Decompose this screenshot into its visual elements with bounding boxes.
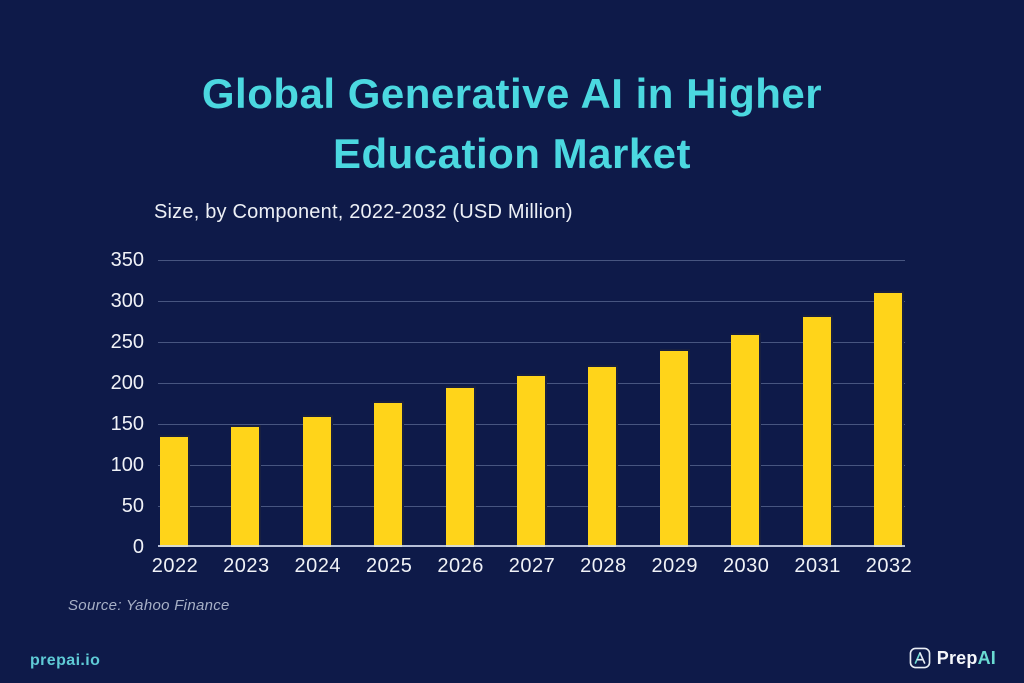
- gridline: [158, 301, 905, 302]
- gridline: [158, 342, 905, 343]
- bar-2027: [517, 373, 547, 547]
- x-axis-tick-label: 2024: [294, 555, 342, 577]
- x-axis-tick-label: 2028: [580, 555, 627, 577]
- source-note: Source: Yahoo Finance: [68, 597, 230, 614]
- chart-title-line1: Global Generative AI in Higher: [201, 70, 823, 117]
- x-axis-line: [158, 545, 905, 547]
- y-axis-tick-label: 0: [132, 536, 144, 558]
- bar-2032: [874, 291, 904, 547]
- y-axis-tick-label: 300: [110, 290, 144, 312]
- plot-area: 0 50 100 150 200 250 300 350 2022 2023 2024 2025 202…: [111, 249, 912, 577]
- site-url: prepai.io: [30, 652, 101, 669]
- x-axis-tick-label: 2032: [865, 555, 913, 577]
- bar-2022: [160, 434, 190, 547]
- bar-2029: [659, 348, 690, 547]
- bar-2024: [302, 414, 333, 547]
- y-axis-tick-label: 50: [121, 495, 144, 517]
- x-axis-tick-label: 2025: [365, 555, 413, 577]
- x-axis-tick-label: 2030: [722, 555, 770, 577]
- gridline: [158, 260, 905, 261]
- bar-2028: [588, 364, 619, 547]
- y-axis-tick-label: 100: [110, 454, 144, 476]
- brand-logo: PrepAI: [909, 647, 996, 669]
- x-axis-tick-label: 2027: [508, 555, 556, 577]
- bar-2023: [231, 424, 262, 547]
- chart-title: Global Generative AI in Higher Education…: [0, 64, 1024, 184]
- prepai-logo-icon: [909, 647, 931, 669]
- brand-wordmark-prefix: Prep: [936, 647, 978, 668]
- x-axis-tick-label: 2029: [651, 555, 699, 577]
- x-axis-tick-label: 2022: [151, 555, 199, 577]
- brand-wordmark: PrepAI: [937, 648, 996, 669]
- x-axis-tick-label: 2031: [794, 555, 841, 577]
- y-axis-tick-label: 150: [110, 413, 144, 435]
- brand-wordmark-suffix: AI: [977, 647, 996, 668]
- bar-2025: [374, 401, 405, 547]
- x-axis-tick-label: 2026: [437, 555, 484, 577]
- bar-2031: [802, 314, 833, 547]
- bar-2026: [445, 386, 476, 547]
- chart-subtitle: Size, by Component, 2022-2032 (USD Milli…: [154, 201, 573, 223]
- y-axis-tick-label: 200: [110, 372, 144, 394]
- bar-2030: [731, 332, 762, 547]
- x-axis-tick-label: 2023: [223, 555, 270, 577]
- y-axis-tick-label: 350: [110, 249, 144, 271]
- y-axis-tick-label: 250: [110, 331, 144, 353]
- chart-title-line2: Education Market: [332, 130, 692, 177]
